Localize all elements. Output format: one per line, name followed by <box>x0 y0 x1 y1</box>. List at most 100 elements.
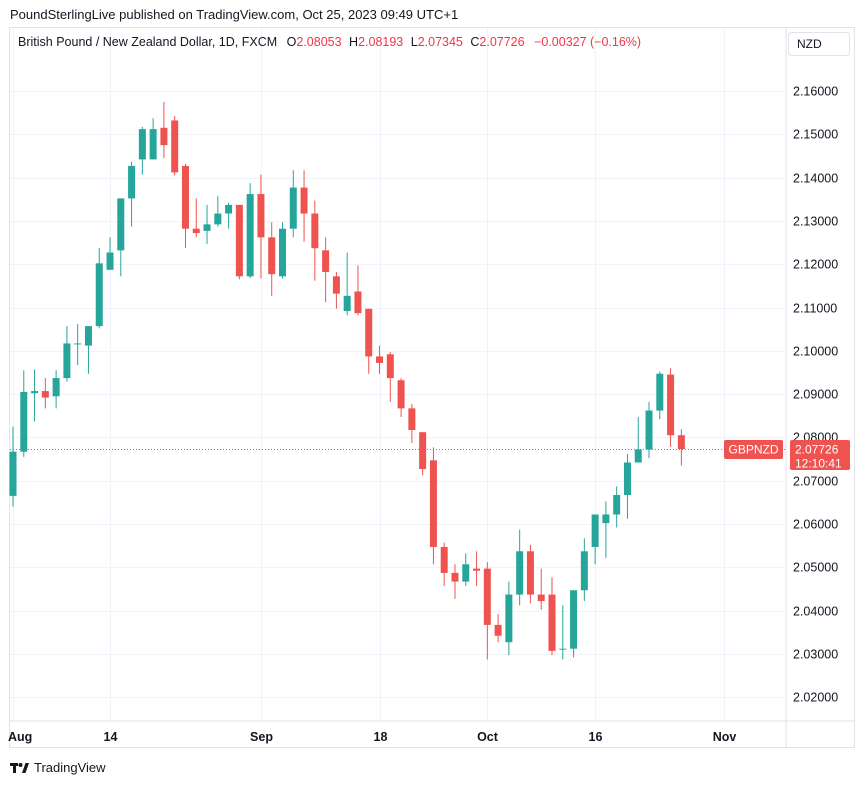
candle-body <box>386 354 394 379</box>
candle-down <box>171 116 179 176</box>
candle-down <box>494 614 502 643</box>
candle-down <box>548 577 556 656</box>
tradingview-footer[interactable]: TradingView <box>10 760 106 775</box>
legend-change: −0.00327 (−0.16%) <box>534 35 642 49</box>
candle-up <box>279 222 286 279</box>
price-tag-symbol: GBPNZD <box>728 443 778 457</box>
candle-body <box>106 252 114 270</box>
candle-down <box>667 368 675 447</box>
candle-body <box>580 551 588 591</box>
candle-up <box>9 426 17 507</box>
x-tick-label: 14 <box>104 730 118 744</box>
y-tick-label: 2.04000 <box>793 605 838 619</box>
y-tick-label: 2.03000 <box>793 648 838 662</box>
legend-high-label: H <box>349 35 359 49</box>
candle-up <box>63 326 71 382</box>
currency-button[interactable]: NZD <box>788 32 850 56</box>
candle-up <box>84 326 92 374</box>
candle-body <box>117 198 125 251</box>
candle-down <box>300 170 308 242</box>
chart-legend: British Pound / New Zealand Dollar, 1D, … <box>18 35 641 49</box>
candle-body <box>171 120 179 173</box>
candle-body <box>559 648 567 650</box>
candle-body <box>440 546 448 573</box>
candle-body <box>494 624 502 636</box>
candle-down <box>376 345 384 374</box>
candle-down <box>257 174 265 279</box>
candle-body <box>246 194 254 277</box>
candle-body <box>31 391 39 394</box>
candle-up <box>106 237 114 270</box>
legend-close-value: 2.07726 <box>479 35 525 49</box>
candle-down <box>332 271 340 309</box>
y-tick-label: 2.05000 <box>793 561 838 575</box>
legend-open-value: 2.08053 <box>296 35 342 49</box>
candle-up <box>149 118 157 160</box>
candle-body <box>160 127 168 146</box>
candle-down <box>181 163 189 249</box>
candle-body <box>602 514 610 524</box>
candle-up <box>289 170 297 238</box>
candle-body <box>505 594 513 643</box>
y-tick-label: 2.13000 <box>793 215 838 229</box>
candle-body <box>268 237 276 275</box>
candle-body <box>462 564 470 582</box>
candle-body <box>677 435 685 450</box>
y-tick-label: 2.14000 <box>793 172 838 186</box>
candle-body <box>429 460 437 547</box>
candle-body <box>419 432 427 470</box>
candle-body <box>623 462 631 495</box>
candle-body <box>84 326 92 346</box>
candle-body <box>656 373 664 411</box>
candle-body <box>397 380 405 409</box>
y-tick-label: 2.07000 <box>793 475 838 489</box>
candle-body <box>354 291 362 314</box>
price-tag-countdown: 12:10:41 <box>795 457 842 471</box>
candle-up <box>623 453 631 519</box>
candle-body <box>128 165 136 199</box>
candle-up <box>31 369 39 422</box>
candle-body <box>279 228 286 277</box>
candle-up <box>214 196 222 227</box>
y-tick-label: 2.16000 <box>793 85 838 99</box>
candle-up <box>128 161 136 227</box>
candle-body <box>537 594 545 602</box>
tradingview-logo-icon <box>10 762 29 773</box>
legend-close-label: C <box>470 35 480 49</box>
x-tick-label: Nov <box>713 730 737 744</box>
candle-body <box>95 263 103 327</box>
candle-body <box>257 194 265 238</box>
candle-up <box>52 370 60 409</box>
candle-up <box>570 590 578 658</box>
candle-body <box>9 451 17 496</box>
candle-body <box>138 129 146 160</box>
candle-up <box>591 514 599 565</box>
candle-down <box>354 265 362 316</box>
price-axis: 2.16000 2.15000 2.14000 2.13000 2.12000 2.110… <box>793 85 838 705</box>
candle-up <box>343 252 351 316</box>
candle-body <box>20 391 28 452</box>
candle-body <box>289 187 297 229</box>
candle-body <box>667 374 675 436</box>
candle-down <box>322 237 330 303</box>
time-axis: Aug 14 Sep 18 Oct 16 Nov <box>8 730 736 744</box>
tradingview-brand: TradingView <box>34 760 106 775</box>
candle-body <box>516 551 524 595</box>
y-tick-label: 2.11000 <box>793 302 837 316</box>
candle-body <box>483 568 491 625</box>
candle-body <box>365 308 373 357</box>
candle-body <box>149 129 157 160</box>
candle-down <box>483 562 491 660</box>
published-header: PoundSterlingLive published on TradingVi… <box>10 7 459 22</box>
candle-down <box>311 200 319 281</box>
candle-up <box>516 529 524 606</box>
candle-down <box>235 204 243 280</box>
legend-low-value: 2.07345 <box>417 35 463 49</box>
candle-body <box>332 276 340 294</box>
candle-down <box>537 568 545 610</box>
candle-up <box>95 248 103 329</box>
candle-body <box>192 228 200 234</box>
y-tick-label: 2.10000 <box>793 345 838 359</box>
candle-up <box>656 371 664 420</box>
